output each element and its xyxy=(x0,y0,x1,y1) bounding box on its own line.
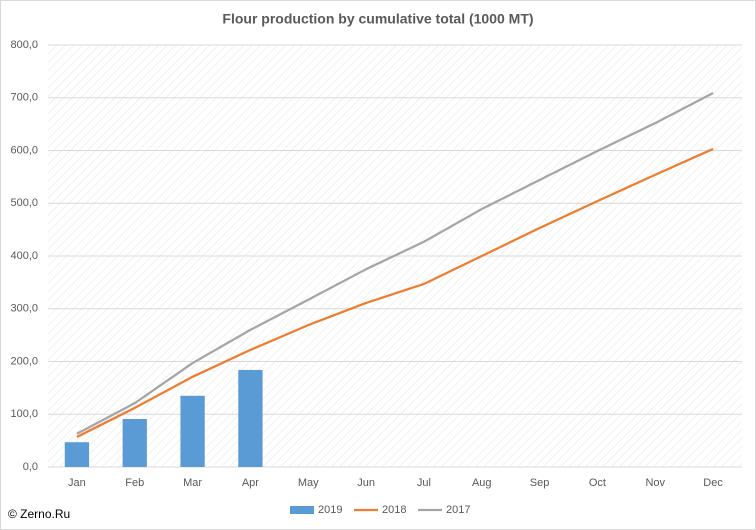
y-tick-label: 500,0 xyxy=(10,197,38,209)
bar xyxy=(122,418,147,467)
legend-label: 2019 xyxy=(318,504,342,516)
x-tick-label: Jan xyxy=(68,477,86,489)
line xyxy=(76,92,714,435)
source: © Zerno.Ru xyxy=(8,507,70,521)
x-tick-label: Feb xyxy=(125,477,144,489)
y-tick-label: 200,0 xyxy=(10,355,38,367)
line xyxy=(76,147,714,438)
y-tick-label: 800,0 xyxy=(10,39,38,51)
x-tick-label: Aug xyxy=(472,477,492,489)
x-tick-label: Mar xyxy=(183,477,202,489)
y-tick-label: 400,0 xyxy=(10,250,38,262)
x-tick-label: Dec xyxy=(703,477,723,489)
x-tick-label: Jul xyxy=(417,477,431,489)
x-tick-label: Nov xyxy=(645,477,665,489)
x-tick-label: Sep xyxy=(530,477,550,489)
y-tick-label: 700,0 xyxy=(10,92,38,104)
legend-swatch xyxy=(290,506,314,514)
x-tick-label: Apr xyxy=(242,477,259,489)
bar xyxy=(64,442,90,467)
legend-label: 2017 xyxy=(446,504,470,516)
y-tick-label: 600,0 xyxy=(10,144,38,156)
bar xyxy=(238,369,263,467)
x-tick-label: Jun xyxy=(357,477,375,489)
x-tick-label: Oct xyxy=(589,477,606,489)
y-tick-label: 0,0 xyxy=(23,461,38,473)
bar xyxy=(180,395,205,467)
chart-title: Flour production by cumulative total (10… xyxy=(222,11,533,27)
legend-label: 2018 xyxy=(382,504,406,516)
y-tick-label: 100,0 xyxy=(10,408,38,420)
x-tick-label: May xyxy=(298,477,319,489)
y-tick-label: 300,0 xyxy=(10,303,38,315)
